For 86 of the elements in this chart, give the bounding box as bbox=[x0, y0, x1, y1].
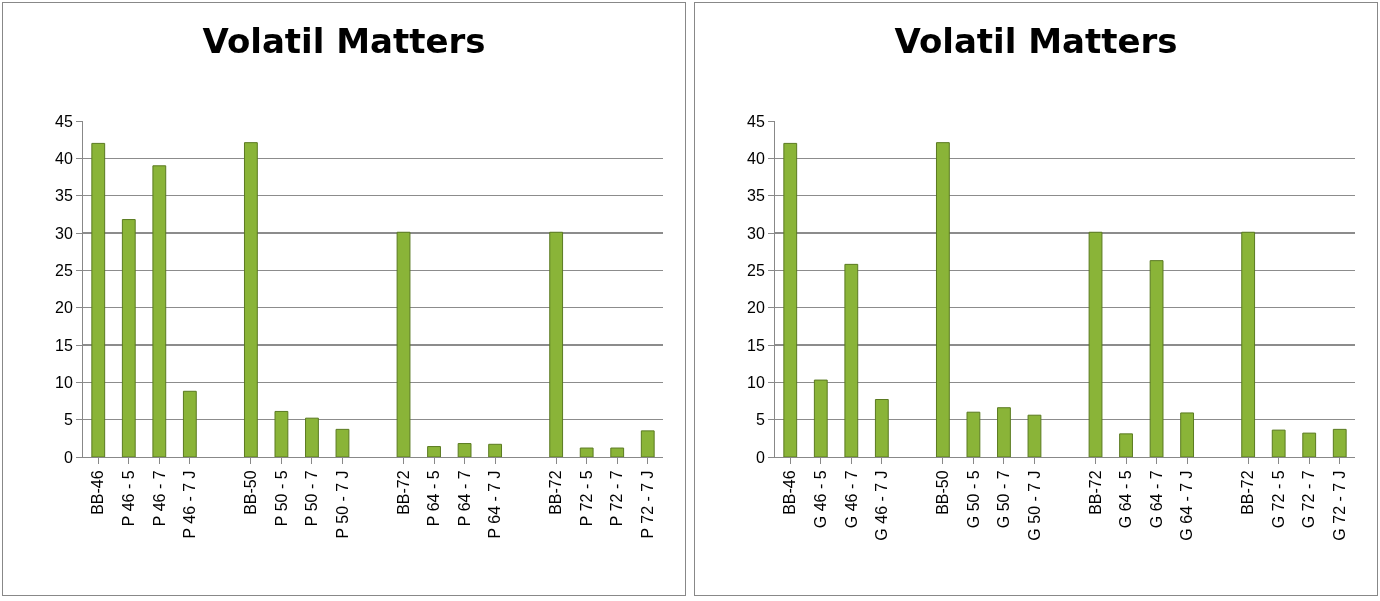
bar bbox=[874, 399, 889, 457]
x-tick-label: G 72 - 7 bbox=[1300, 470, 1318, 529]
y-tick-label: 20 bbox=[747, 299, 765, 317]
bar bbox=[335, 428, 350, 457]
y-tick-label: 0 bbox=[755, 448, 765, 466]
x-tick-label: G 64 - 7 bbox=[1147, 470, 1165, 529]
y-tick-label: 20 bbox=[55, 299, 73, 317]
bar bbox=[1241, 231, 1256, 457]
bar bbox=[488, 443, 503, 457]
x-tick-label: BB-50 bbox=[934, 470, 952, 515]
bar bbox=[243, 142, 258, 457]
y-tick-label: 40 bbox=[747, 149, 765, 167]
x-tick-label: P 50 - 7 J bbox=[333, 470, 351, 539]
x-tick-label: G 50 - 7 J bbox=[1025, 470, 1043, 541]
bar bbox=[427, 446, 441, 457]
bar bbox=[121, 219, 136, 457]
bar bbox=[579, 447, 594, 457]
chart-title: Volatil Matters bbox=[894, 21, 1178, 62]
x-tick-label: BB-46 bbox=[89, 470, 107, 515]
y-tick-label: 5 bbox=[63, 411, 73, 429]
bar bbox=[274, 410, 289, 457]
bar bbox=[783, 142, 798, 457]
x-tick-label: G 72 - 5 bbox=[1269, 470, 1287, 529]
bar bbox=[1271, 429, 1286, 457]
y-tick-label: 25 bbox=[55, 261, 73, 279]
y-tick-label: 10 bbox=[747, 373, 765, 391]
x-tick-label: G 46 - 7 bbox=[842, 470, 860, 529]
y-tick-label: 15 bbox=[747, 336, 765, 354]
x-tick-label: G 72 - 7 J bbox=[1330, 470, 1348, 541]
x-tick-label: BB-72 bbox=[394, 470, 412, 515]
bar bbox=[457, 443, 472, 457]
y-tick-label: 35 bbox=[747, 187, 765, 205]
y-tick-label: 40 bbox=[55, 149, 73, 167]
y-tick-label: 30 bbox=[55, 224, 73, 242]
y-tick-label: 5 bbox=[755, 411, 765, 429]
x-tick-label: P 64 - 7 J bbox=[486, 470, 504, 539]
x-tick-label: P 50 - 5 bbox=[272, 470, 290, 527]
bar bbox=[549, 231, 564, 457]
bar bbox=[182, 390, 197, 457]
bar bbox=[844, 263, 859, 457]
x-tick-label: G 46 - 7 J bbox=[873, 470, 891, 541]
bar bbox=[640, 430, 655, 457]
y-tick-label: 25 bbox=[747, 261, 765, 279]
x-tick-label: P 50 - 7 bbox=[303, 470, 321, 527]
x-tick-label: BB-46 bbox=[781, 470, 799, 515]
bar bbox=[305, 417, 319, 457]
bar bbox=[610, 447, 625, 457]
y-tick-label: 35 bbox=[55, 187, 73, 205]
bar bbox=[1149, 260, 1164, 457]
x-tick-label: P 72 - 7 J bbox=[638, 470, 656, 539]
x-tick-label: BB-72 bbox=[1086, 470, 1104, 515]
bar bbox=[1332, 428, 1347, 457]
bar bbox=[997, 407, 1011, 457]
bar bbox=[966, 411, 981, 457]
x-tick-label: BB-50 bbox=[242, 470, 260, 515]
bar bbox=[396, 231, 411, 457]
x-tick-label: P 46 - 7 bbox=[150, 470, 168, 527]
bar bbox=[935, 142, 950, 457]
x-tick-label: G 50 - 7 bbox=[995, 470, 1013, 529]
bar bbox=[813, 379, 828, 457]
y-tick-label: 15 bbox=[55, 336, 73, 354]
x-tick-label: P 46 - 7 J bbox=[181, 470, 199, 539]
bar bbox=[1119, 433, 1133, 457]
bar bbox=[91, 142, 106, 457]
y-tick-label: 45 bbox=[55, 112, 73, 130]
x-tick-label: BB-72 bbox=[1239, 470, 1257, 515]
x-tick-label: G 46 - 5 bbox=[811, 470, 829, 529]
x-tick-label: P 46 - 5 bbox=[119, 470, 137, 527]
chart-title: Volatil Matters bbox=[202, 21, 486, 62]
bar bbox=[1088, 231, 1103, 457]
y-tick-label: 10 bbox=[55, 373, 73, 391]
x-tick-label: G 64 - 5 bbox=[1117, 470, 1135, 529]
y-tick-label: 30 bbox=[747, 224, 765, 242]
x-tick-label: G 64 - 7 J bbox=[1178, 470, 1196, 541]
bar bbox=[1180, 412, 1195, 457]
y-tick-label: 0 bbox=[63, 448, 73, 466]
bar bbox=[1302, 432, 1317, 457]
x-tick-label: P 64 - 5 bbox=[425, 470, 443, 527]
x-tick-label: P 72 - 5 bbox=[577, 470, 595, 527]
bar bbox=[1027, 414, 1042, 457]
x-tick-label: G 50 - 5 bbox=[964, 470, 982, 529]
x-tick-label: P 64 - 7 bbox=[455, 470, 473, 527]
bar bbox=[152, 165, 167, 457]
x-tick-label: BB-72 bbox=[547, 470, 565, 515]
x-tick-label: P 72 - 7 bbox=[608, 470, 626, 527]
y-tick-label: 45 bbox=[747, 112, 765, 130]
